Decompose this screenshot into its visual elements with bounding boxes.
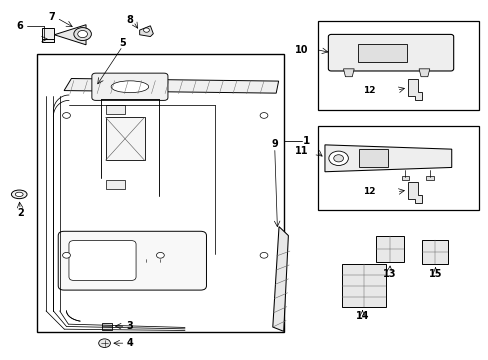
Polygon shape [54, 25, 86, 45]
Text: 2: 2 [17, 208, 23, 218]
Polygon shape [272, 226, 288, 331]
Bar [105, 117, 144, 160]
FancyBboxPatch shape [92, 73, 167, 100]
Bar [317, 126, 478, 211]
Bar [357, 44, 406, 62]
Ellipse shape [15, 192, 23, 197]
Bar [37, 54, 283, 332]
Circle shape [99, 339, 110, 347]
FancyBboxPatch shape [328, 35, 453, 71]
Circle shape [260, 252, 267, 258]
Polygon shape [418, 69, 429, 77]
Circle shape [260, 113, 267, 118]
Bar [341, 264, 385, 307]
Circle shape [143, 28, 149, 32]
Bar [105, 105, 125, 114]
Text: 7: 7 [48, 12, 55, 22]
Bar [317, 21, 478, 110]
Text: 10: 10 [295, 45, 308, 55]
FancyBboxPatch shape [69, 240, 136, 280]
Bar [425, 176, 433, 180]
Circle shape [62, 252, 70, 258]
Bar [102, 323, 112, 330]
Polygon shape [64, 78, 278, 93]
Circle shape [74, 28, 91, 41]
Bar [401, 176, 408, 180]
Text: 3: 3 [126, 321, 133, 331]
Bar [422, 240, 447, 264]
Polygon shape [407, 182, 421, 203]
Circle shape [328, 151, 347, 166]
Text: 1: 1 [303, 136, 309, 145]
Polygon shape [140, 26, 153, 37]
Text: 12: 12 [362, 86, 374, 95]
Text: 11: 11 [295, 147, 308, 157]
Polygon shape [325, 145, 451, 172]
Bar [105, 180, 125, 189]
Bar [42, 39, 54, 42]
Text: 4: 4 [126, 338, 133, 348]
Circle shape [333, 155, 343, 162]
FancyBboxPatch shape [58, 231, 206, 290]
Bar [42, 28, 54, 42]
Polygon shape [407, 79, 421, 100]
Text: 8: 8 [126, 15, 133, 26]
Text: 15: 15 [428, 269, 442, 279]
Ellipse shape [111, 81, 148, 93]
Bar [358, 149, 387, 167]
Text: 12: 12 [362, 187, 374, 196]
Text: 9: 9 [271, 139, 278, 149]
Circle shape [156, 252, 164, 258]
Circle shape [62, 113, 70, 118]
Polygon shape [343, 69, 353, 77]
Bar [375, 235, 404, 262]
Circle shape [78, 31, 87, 38]
Ellipse shape [11, 190, 27, 199]
Text: 5: 5 [119, 38, 126, 48]
Text: 6: 6 [17, 21, 23, 31]
Text: 14: 14 [355, 311, 368, 321]
Text: 13: 13 [382, 269, 396, 279]
